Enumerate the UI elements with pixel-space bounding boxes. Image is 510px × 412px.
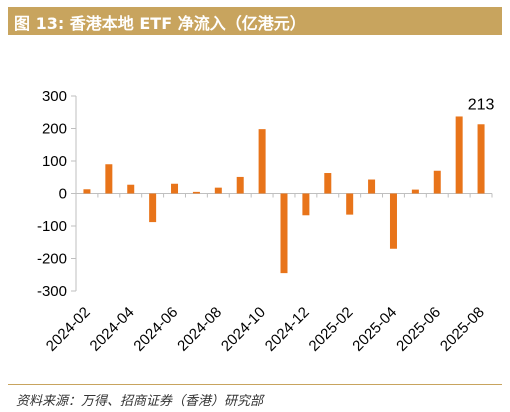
bar-2024-09	[236, 176, 244, 194]
bar-2024-07	[192, 191, 200, 194]
x-tick-label: 2025-02	[306, 304, 357, 355]
x-tick-label: 2024-02	[43, 304, 94, 355]
bar-2025-08	[477, 124, 485, 194]
bar-2024-12	[302, 193, 310, 216]
x-tick-label: 2025-08	[437, 304, 488, 355]
x-tick-label: 2024-04	[87, 304, 138, 355]
bar-2025-06	[433, 170, 441, 194]
x-tick-label: 2025-06	[393, 304, 444, 355]
bar-2024-05	[149, 193, 157, 223]
bar-2025-05	[411, 189, 419, 194]
bar-2024-02	[83, 189, 91, 194]
x-tick-label: 2024-12	[262, 304, 313, 355]
x-tick-label: 2024-08	[174, 304, 225, 355]
x-tick-label: 2024-06	[130, 304, 181, 355]
data-label: 213	[468, 96, 495, 113]
bar-2025-03	[368, 179, 376, 194]
title-bar: 图 13: 香港本地 ETF 净流入（亿港元）	[8, 7, 502, 35]
bar-2025-01	[324, 173, 332, 194]
y-tick-label: -200	[37, 251, 67, 268]
x-tick-label: 2024-10	[218, 304, 269, 355]
chart-title: 图 13: 香港本地 ETF 净流入（亿港元）	[14, 14, 306, 33]
source-note: 资料来源：万得、招商证券（香港）研究部	[16, 394, 264, 409]
y-tick-label: 300	[42, 88, 67, 105]
chart-axes: 300 200 100 0 -100 -200 -300	[37, 88, 493, 300]
y-tick-label: -100	[37, 218, 67, 235]
bar-2024-11	[280, 193, 288, 274]
y-tick-label: 0	[59, 186, 67, 203]
bar-2024-04	[127, 184, 135, 194]
bar-2025-07	[455, 116, 463, 194]
x-tick-label: 2025-04	[349, 304, 400, 355]
bar-2024-06	[171, 183, 179, 194]
bar-2024-10	[258, 129, 266, 194]
y-tick-label: 200	[42, 121, 67, 138]
bar-2025-04	[389, 193, 397, 249]
bar-2024-08	[214, 187, 222, 194]
y-tick-label: -300	[37, 283, 67, 300]
bar-2024-03	[105, 164, 113, 194]
footer-divider	[8, 384, 502, 385]
chart-labels: 2024-022024-042024-062024-082024-102024-…	[43, 96, 495, 354]
bar-2025-02	[346, 193, 354, 215]
y-tick-label: 100	[42, 153, 67, 170]
chart-bars	[83, 116, 485, 274]
